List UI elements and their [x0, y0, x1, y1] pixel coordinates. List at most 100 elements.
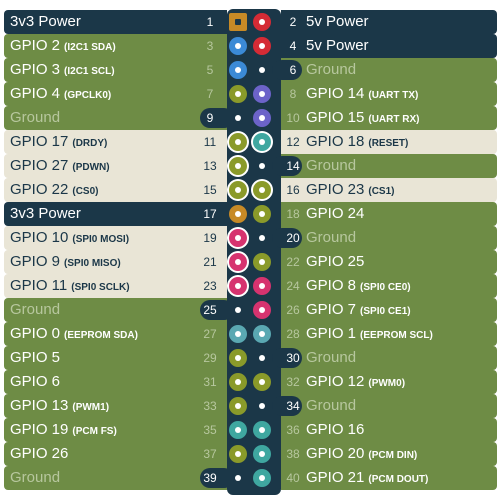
- pin-row: GPIO 0 (EEPROM SDA) 27 GPIO 1 (EEPROM SCL) 28: [0, 322, 501, 346]
- pin-pcm-icon[interactable]: [253, 469, 271, 487]
- pin-name: GPIO 18: [306, 133, 365, 150]
- pin-pcm-icon[interactable]: [229, 421, 247, 439]
- pin-eeprom-icon[interactable]: [229, 325, 247, 343]
- pin-power3v3-icon[interactable]: [229, 13, 247, 31]
- pin-ground-icon[interactable]: [229, 469, 247, 487]
- pin-label[interactable]: GPIO 16: [306, 418, 364, 442]
- pin-gpio-icon[interactable]: [229, 157, 247, 175]
- pin-label[interactable]: GPIO 14 (UART TX): [306, 82, 418, 106]
- pin-label-bar: [281, 154, 497, 178]
- pin-label[interactable]: GPIO 23 (CS1): [306, 178, 394, 202]
- pin-label[interactable]: Ground: [306, 346, 356, 370]
- pin-label[interactable]: GPIO 3 (I2C1 SCL): [10, 58, 115, 82]
- pin-uart-icon[interactable]: [253, 85, 271, 103]
- pin-label[interactable]: GPIO 0 (EEPROM SDA): [10, 322, 138, 346]
- pin-name: 3v3 Power: [10, 205, 81, 222]
- pin-ground-icon[interactable]: [253, 349, 271, 367]
- pin-row: 3v3 Power 17 GPIO 24 18: [0, 202, 501, 226]
- pin-label[interactable]: GPIO 9 (SPI0 MISO): [10, 250, 121, 274]
- pin-i2c-icon[interactable]: [229, 37, 247, 55]
- pin-label[interactable]: GPIO 2 (I2C1 SDA): [10, 34, 116, 58]
- pin-dot: [259, 43, 265, 49]
- pin-number: 36: [286, 423, 300, 437]
- pin-label[interactable]: GPIO 20 (PCM DIN): [306, 442, 417, 466]
- pin-label[interactable]: GPIO 19 (PCM FS): [10, 418, 117, 442]
- pin-spi-icon[interactable]: [229, 253, 247, 271]
- pin-eeprom-icon[interactable]: [253, 325, 271, 343]
- pin-label[interactable]: GPIO 26: [10, 442, 68, 466]
- pin-dot: [259, 139, 265, 145]
- pin-name: GPIO 13: [10, 397, 69, 414]
- pin-gpio-icon[interactable]: [229, 373, 247, 391]
- pin-label[interactable]: GPIO 24: [306, 202, 364, 226]
- pin-label[interactable]: GPIO 4 (GPCLK0): [10, 82, 111, 106]
- pin-label[interactable]: GPIO 21 (PCM DOUT): [306, 466, 428, 490]
- pin-label[interactable]: Ground: [306, 58, 356, 82]
- pin-spi-icon[interactable]: [253, 301, 271, 319]
- pin-label[interactable]: 3v3 Power: [10, 10, 81, 34]
- pin-label[interactable]: GPIO 5: [10, 346, 60, 370]
- pin-name: GPIO 12: [306, 373, 365, 390]
- pin-label[interactable]: GPIO 11 (SPI0 SCLK): [10, 274, 130, 298]
- pin-label[interactable]: GPIO 22 (CS0): [10, 178, 98, 202]
- pin-label[interactable]: Ground: [306, 394, 356, 418]
- pin-power3v3-icon[interactable]: [229, 205, 247, 223]
- pin-ground-icon[interactable]: [253, 61, 271, 79]
- pin-gpio-icon[interactable]: [229, 181, 247, 199]
- pin-label[interactable]: Ground: [306, 154, 356, 178]
- pin-number: 30: [286, 351, 300, 365]
- pin-gpio-icon[interactable]: [229, 85, 247, 103]
- pin-label[interactable]: GPIO 12 (PWM0): [306, 370, 405, 394]
- pin-label[interactable]: GPIO 25: [306, 250, 364, 274]
- pin-label[interactable]: Ground: [10, 106, 60, 130]
- pin-label[interactable]: GPIO 18 (RESET): [306, 130, 408, 154]
- pin-label[interactable]: GPIO 13 (PWM1): [10, 394, 109, 418]
- pin-ground-icon[interactable]: [229, 109, 247, 127]
- pin-gpio-icon[interactable]: [229, 397, 247, 415]
- pin-name: GPIO 2: [10, 37, 61, 54]
- pin-dot: [235, 283, 241, 289]
- pin-gpio-icon[interactable]: [253, 205, 271, 223]
- pin-dot: [259, 19, 265, 25]
- pin-gpio-icon[interactable]: [229, 349, 247, 367]
- pin-gpio-icon[interactable]: [229, 133, 247, 151]
- pin-i2c-icon[interactable]: [229, 61, 247, 79]
- pin-label[interactable]: GPIO 8 (SPI0 CE0): [306, 274, 411, 298]
- pin-spi-icon[interactable]: [229, 277, 247, 295]
- pin-ground-icon[interactable]: [253, 397, 271, 415]
- pin-label[interactable]: Ground: [10, 298, 60, 322]
- pin-pcm-icon[interactable]: [253, 133, 271, 151]
- pin-label[interactable]: Ground: [10, 466, 60, 490]
- pin-spi-icon[interactable]: [253, 277, 271, 295]
- pin-gpio-icon[interactable]: [253, 181, 271, 199]
- pin-label[interactable]: 5v Power: [306, 10, 369, 34]
- pin-label-bar: [4, 130, 227, 154]
- pin-spi-icon[interactable]: [229, 229, 247, 247]
- pin-gpio-icon[interactable]: [253, 373, 271, 391]
- pin-label-bar: [4, 298, 227, 322]
- pin-label[interactable]: 3v3 Power: [10, 202, 81, 226]
- pin-function: (I2C1 SCL): [64, 66, 115, 77]
- pin-label[interactable]: GPIO 17 (DRDY): [10, 130, 107, 154]
- pin-label[interactable]: Ground: [306, 226, 356, 250]
- pin-label[interactable]: GPIO 6: [10, 370, 60, 394]
- pin-pcm-icon[interactable]: [253, 445, 271, 463]
- pin-uart-icon[interactable]: [253, 109, 271, 127]
- pin-label[interactable]: GPIO 15 (UART RX): [306, 106, 419, 130]
- pin-label[interactable]: GPIO 10 (SPI0 MOSI): [10, 226, 129, 250]
- pin-label[interactable]: GPIO 1 (EEPROM SCL): [306, 322, 433, 346]
- pin-pcm-icon[interactable]: [253, 421, 271, 439]
- pin-label-bar: [281, 130, 497, 154]
- pin-ground-icon[interactable]: [229, 301, 247, 319]
- pin-power5v-icon[interactable]: [253, 13, 271, 31]
- pin-ground-icon[interactable]: [253, 157, 271, 175]
- pin-dot: [259, 187, 265, 193]
- pin-power5v-icon[interactable]: [253, 37, 271, 55]
- pin-gpio-icon[interactable]: [229, 445, 247, 463]
- pin-label[interactable]: GPIO 7 (SPI0 CE1): [306, 298, 411, 322]
- pin-function: (UART TX): [368, 90, 419, 101]
- pin-label[interactable]: GPIO 27 (PDWN): [10, 154, 110, 178]
- pin-gpio-icon[interactable]: [253, 253, 271, 271]
- pin-ground-icon[interactable]: [253, 229, 271, 247]
- pin-label[interactable]: 5v Power: [306, 34, 369, 58]
